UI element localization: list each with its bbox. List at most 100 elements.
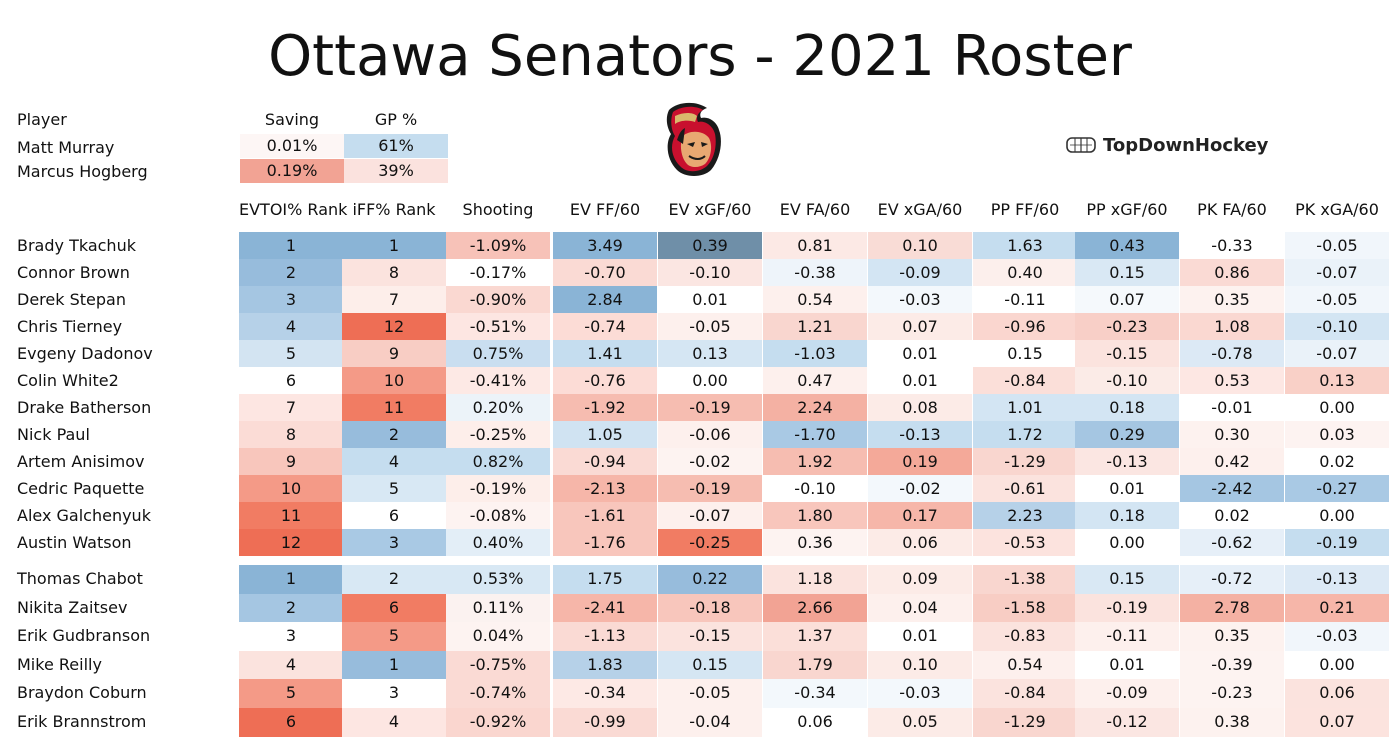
stat-cell: -1.92 bbox=[553, 394, 657, 421]
stat-cell: 0.54 bbox=[763, 286, 867, 313]
stat-cell: 4 bbox=[342, 448, 446, 475]
stat-cell: -1.13 bbox=[553, 622, 657, 651]
stat-cell: 2 bbox=[342, 421, 446, 448]
stat-cell: 3 bbox=[239, 622, 343, 651]
stat-cell: 1.18 bbox=[763, 565, 867, 594]
stat-cell: -1.38 bbox=[973, 565, 1077, 594]
stat-cell: -0.25 bbox=[658, 529, 762, 556]
stat-cell: -0.19 bbox=[658, 475, 762, 502]
stat-cell: 0.15 bbox=[1075, 565, 1179, 594]
stat-cell: 1.79 bbox=[763, 650, 867, 680]
stat-cell: 0.01 bbox=[868, 622, 972, 651]
stat-cell: -1.76 bbox=[553, 529, 657, 556]
player-name: Erik Gudbranson bbox=[17, 626, 151, 646]
stat-cell: 1.21 bbox=[763, 313, 867, 340]
stat-cell: -0.25% bbox=[446, 421, 550, 448]
stat-cell: 1.63 bbox=[973, 232, 1077, 259]
stat-cell: 6 bbox=[342, 502, 446, 529]
stat-cell: -0.94 bbox=[553, 448, 657, 475]
stat-cell: 0.00 bbox=[1285, 650, 1389, 680]
stat-cell: -0.61 bbox=[973, 475, 1077, 502]
stat-cell: 6 bbox=[342, 593, 446, 623]
stat-cell: 0.21 bbox=[1285, 593, 1389, 623]
stat-cell: 3 bbox=[342, 529, 446, 556]
stat-cell: 8 bbox=[342, 259, 446, 286]
stat-cell: 1.05 bbox=[553, 421, 657, 448]
stat-cell: 1.41 bbox=[553, 340, 657, 367]
stat-cell: 0.00 bbox=[1285, 394, 1389, 421]
stat-cell: 4 bbox=[239, 313, 343, 340]
player-name: Cedric Paquette bbox=[17, 479, 145, 498]
stat-cell: 5 bbox=[342, 475, 446, 502]
stat-cell: 0.07 bbox=[868, 313, 972, 340]
stat-cell: 11 bbox=[342, 394, 446, 421]
stat-cell: -0.96 bbox=[973, 313, 1077, 340]
stat-cell: 0.53 bbox=[1180, 367, 1284, 394]
stat-cell: -1.09% bbox=[446, 232, 550, 259]
stat-cell: -0.10 bbox=[1285, 313, 1389, 340]
stat-cell: -0.04 bbox=[658, 708, 762, 737]
stat-cell: 0.82% bbox=[446, 448, 550, 475]
stat-cell: 0.38 bbox=[1180, 708, 1284, 737]
stat-cell: 0.39 bbox=[658, 232, 762, 259]
column-header: PP FF/60 bbox=[990, 200, 1060, 219]
stat-cell: 4 bbox=[342, 708, 446, 737]
stat-cell: 10 bbox=[342, 367, 446, 394]
stat-cell: -0.83 bbox=[973, 622, 1077, 651]
stat-cell: 5 bbox=[239, 340, 343, 367]
stat-cell: 0.43 bbox=[1075, 232, 1179, 259]
stat-cell: -0.62 bbox=[1180, 529, 1284, 556]
stat-cell: -0.51% bbox=[446, 313, 550, 340]
stat-cell: -1.29 bbox=[973, 448, 1077, 475]
column-header: PK xGA/60 bbox=[1295, 200, 1379, 219]
stat-cell: -0.76 bbox=[553, 367, 657, 394]
stat-cell: -0.84 bbox=[973, 679, 1077, 708]
stat-cell: 0.86 bbox=[1180, 259, 1284, 286]
stat-cell: 0.01 bbox=[868, 367, 972, 394]
stat-cell: 1.01 bbox=[973, 394, 1077, 421]
stat-cell: -0.15 bbox=[658, 622, 762, 651]
stat-cell: -0.84 bbox=[973, 367, 1077, 394]
stat-cell: 0.47 bbox=[763, 367, 867, 394]
stat-cell: -0.19 bbox=[1075, 593, 1179, 623]
stat-cell: -2.42 bbox=[1180, 475, 1284, 502]
stat-cell: 3 bbox=[342, 679, 446, 708]
stat-cell: 0.04% bbox=[446, 622, 550, 651]
stat-cell: 0.15 bbox=[658, 650, 762, 680]
stat-cell: 0.06 bbox=[1285, 679, 1389, 708]
goalie-header-player: Player bbox=[17, 110, 67, 129]
goalie-header-gp: GP % bbox=[374, 110, 418, 129]
player-name: Drake Batherson bbox=[17, 398, 152, 417]
stat-cell: 12 bbox=[342, 313, 446, 340]
player-name: Nick Paul bbox=[17, 425, 90, 444]
stat-cell: -1.61 bbox=[553, 502, 657, 529]
stat-cell: 0.03 bbox=[1285, 421, 1389, 448]
stat-cell: -0.78 bbox=[1180, 340, 1284, 367]
stat-cell: -0.23 bbox=[1180, 679, 1284, 708]
column-header: EV FF/60 bbox=[569, 200, 641, 219]
stat-cell: -0.02 bbox=[658, 448, 762, 475]
stat-cell: -0.33 bbox=[1180, 232, 1284, 259]
senators-logo-icon bbox=[666, 102, 721, 176]
stat-cell: 0.01 bbox=[658, 286, 762, 313]
stat-cell: -0.10 bbox=[1075, 367, 1179, 394]
column-header: PP xGF/60 bbox=[1086, 200, 1168, 219]
stat-cell: -1.58 bbox=[973, 593, 1077, 623]
stat-cell: 0.06 bbox=[763, 708, 867, 737]
stat-cell: 0.00 bbox=[658, 367, 762, 394]
stat-cell: 1.80 bbox=[763, 502, 867, 529]
stat-cell: 0.00 bbox=[1075, 529, 1179, 556]
stat-cell: 2.78 bbox=[1180, 593, 1284, 623]
stat-cell: -0.99 bbox=[553, 708, 657, 737]
stat-cell: -0.03 bbox=[1285, 622, 1389, 651]
column-header: Shooting bbox=[462, 200, 534, 219]
player-name: Chris Tierney bbox=[17, 317, 123, 336]
stat-cell: -0.08% bbox=[446, 502, 550, 529]
player-name: Braydon Coburn bbox=[17, 683, 147, 703]
stat-cell: 0.01 bbox=[868, 340, 972, 367]
stat-cell: 1.37 bbox=[763, 622, 867, 651]
player-name: Erik Brannstrom bbox=[17, 712, 147, 731]
stat-cell: 2.23 bbox=[973, 502, 1077, 529]
stat-cell: 0.81 bbox=[763, 232, 867, 259]
stat-cell: -1.03 bbox=[763, 340, 867, 367]
